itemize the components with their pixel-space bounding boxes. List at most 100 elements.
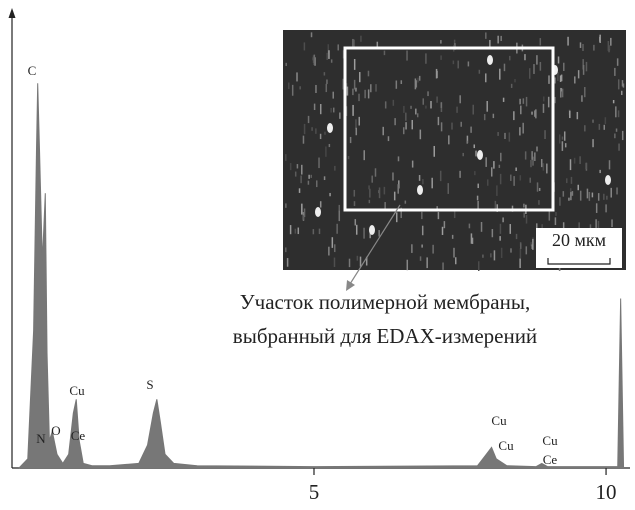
image-texture xyxy=(592,120,594,123)
image-texture xyxy=(423,98,425,104)
image-texture xyxy=(360,257,362,267)
image-texture xyxy=(543,163,545,170)
image-texture xyxy=(559,134,561,143)
image-texture xyxy=(329,144,331,147)
image-texture xyxy=(359,72,361,82)
image-texture xyxy=(513,111,515,120)
image-texture xyxy=(453,61,455,65)
image-texture xyxy=(514,79,516,82)
image-texture xyxy=(493,114,495,118)
image-texture xyxy=(403,127,405,134)
image-texture xyxy=(324,72,326,75)
image-texture xyxy=(436,69,438,79)
image-texture xyxy=(466,141,468,144)
image-texture xyxy=(502,217,504,222)
image-texture xyxy=(438,117,440,125)
image-texture xyxy=(571,177,573,184)
image-texture xyxy=(425,106,427,109)
image-texture xyxy=(614,134,616,139)
image-texture xyxy=(509,56,511,60)
image-texture xyxy=(559,197,561,206)
image-texture xyxy=(417,113,419,117)
image-texture xyxy=(358,94,360,101)
image-texture xyxy=(364,90,366,98)
image-texture xyxy=(562,136,564,139)
image-texture xyxy=(354,201,356,206)
image-texture xyxy=(554,77,556,83)
image-texture xyxy=(499,236,501,241)
image-texture xyxy=(378,230,380,237)
image-texture xyxy=(432,245,434,254)
peak-label: S xyxy=(146,377,153,392)
image-texture xyxy=(516,234,518,239)
image-texture xyxy=(613,100,615,103)
image-texture xyxy=(326,53,328,60)
image-texture xyxy=(564,131,566,140)
image-texture xyxy=(533,64,535,74)
image-texture xyxy=(371,176,373,183)
image-texture xyxy=(572,191,574,196)
image-texture xyxy=(608,41,610,51)
image-texture xyxy=(438,212,440,219)
image-texture xyxy=(336,224,338,234)
image-texture xyxy=(540,62,542,71)
image-texture xyxy=(396,80,398,88)
image-texture xyxy=(452,235,454,239)
image-texture xyxy=(589,192,591,201)
image-texture xyxy=(384,187,386,195)
image-texture xyxy=(337,44,339,50)
image-texture xyxy=(356,128,358,135)
image-texture xyxy=(487,179,489,185)
image-spot xyxy=(477,150,483,160)
image-texture xyxy=(311,127,313,131)
image-texture xyxy=(331,59,333,62)
image-texture xyxy=(515,168,517,171)
image-texture xyxy=(360,36,362,42)
image-texture xyxy=(497,132,499,136)
image-texture xyxy=(332,237,334,248)
image-texture xyxy=(568,198,570,201)
image-texture xyxy=(526,246,528,254)
image-texture xyxy=(622,131,624,140)
image-texture xyxy=(499,165,501,168)
image-texture xyxy=(456,107,458,113)
image-texture xyxy=(328,50,330,59)
image-texture xyxy=(393,100,395,106)
image-texture xyxy=(574,158,576,164)
image-spot xyxy=(487,55,493,65)
image-texture xyxy=(531,244,533,249)
image-texture xyxy=(440,171,442,181)
image-texture xyxy=(530,160,532,167)
image-texture xyxy=(304,208,306,217)
peak-label: Cu xyxy=(542,433,558,448)
image-texture xyxy=(546,164,548,174)
image-texture xyxy=(574,76,576,83)
image-spot xyxy=(605,175,611,185)
image-texture xyxy=(410,106,412,109)
image-texture xyxy=(541,159,543,167)
peak-label: N xyxy=(36,431,46,446)
image-texture xyxy=(513,176,515,186)
image-texture xyxy=(479,70,481,74)
image-texture xyxy=(398,156,400,161)
image-texture xyxy=(334,244,336,252)
y-axis-arrow xyxy=(9,8,16,18)
peak-label: Ce xyxy=(543,452,558,467)
image-texture xyxy=(315,85,317,93)
image-texture xyxy=(510,248,512,252)
image-texture xyxy=(431,178,433,189)
image-texture xyxy=(520,248,522,258)
image-texture xyxy=(403,106,405,113)
image-texture xyxy=(384,202,386,209)
image-texture xyxy=(566,178,568,183)
image-texture xyxy=(440,40,442,44)
image-texture xyxy=(599,170,601,173)
image-texture xyxy=(621,91,623,95)
image-texture xyxy=(319,229,321,234)
image-texture xyxy=(593,45,595,51)
image-texture xyxy=(301,204,303,215)
image-texture xyxy=(339,112,341,118)
image-texture xyxy=(316,180,318,187)
image-texture xyxy=(333,108,335,113)
image-texture xyxy=(583,65,585,75)
